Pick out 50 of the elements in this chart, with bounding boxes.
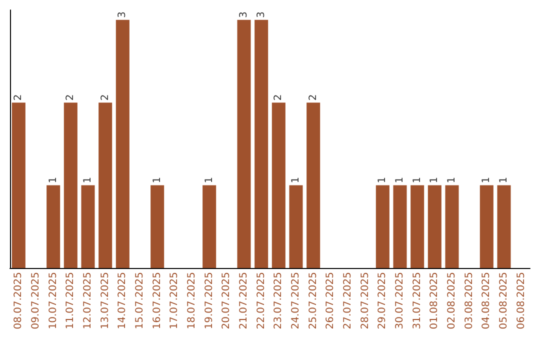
x-tick-label: 04.08.2025: [481, 272, 492, 330]
x-tick-label: 21.07.2025: [238, 272, 250, 330]
x-tick-label: 20.07.2025: [221, 272, 232, 330]
data-label: 1: [290, 176, 302, 184]
data-label: 1: [48, 176, 59, 184]
x-tick-label: 23.07.2025: [273, 272, 284, 330]
data-label: 2: [308, 94, 319, 101]
x-tick-label: 18.07.2025: [186, 272, 198, 330]
x-tick-label: 16.07.2025: [152, 272, 163, 330]
x-tick-label: 30.07.2025: [394, 272, 406, 330]
x-tick-label: 14.07.2025: [117, 272, 128, 330]
x-tick-label: 25.07.2025: [308, 272, 319, 330]
x-tick-label: 02.08.2025: [446, 272, 458, 330]
x-tick-label: 28.07.2025: [360, 272, 371, 330]
x-tick-label: 10.07.2025: [48, 272, 59, 330]
data-label: 3: [256, 12, 267, 18]
data-label: 1: [412, 176, 423, 184]
data-label: 1: [481, 176, 492, 184]
data-label: 2: [13, 94, 24, 101]
x-tick-label: 15.07.2025: [134, 272, 146, 330]
x-tick-label: 11.07.2025: [65, 272, 76, 330]
data-label: 1: [152, 176, 163, 184]
x-tick-label: 26.07.2025: [325, 272, 336, 330]
x-tick-label: 19.07.2025: [204, 272, 215, 330]
x-tick-label: 05.08.2025: [498, 272, 510, 330]
data-label: 1: [394, 176, 406, 184]
data-label: 2: [273, 94, 284, 101]
x-tick-label: 22.07.2025: [256, 272, 267, 330]
data-label: 1: [498, 176, 510, 184]
data-label: 3: [238, 12, 250, 18]
x-tick-label: 09.07.2025: [30, 272, 42, 330]
data-label: 2: [100, 94, 111, 101]
x-tick-label: 12.07.2025: [82, 272, 94, 330]
x-tick-label: 01.08.2025: [429, 272, 440, 330]
x-tick-label: 13.07.2025: [100, 272, 111, 330]
x-tick-label: 03.08.2025: [464, 272, 475, 330]
x-tick-label: 08.07.2025: [13, 272, 24, 330]
x-tick-label: 29.07.2025: [377, 272, 388, 330]
data-label: 1: [204, 176, 215, 184]
data-label: 3: [117, 12, 128, 18]
x-tick-label: 24.07.2025: [290, 272, 302, 330]
data-label: 1: [377, 176, 388, 184]
x-tick-label: 27.07.2025: [342, 272, 354, 330]
data-label: 1: [82, 176, 94, 184]
x-tick-label: 17.07.2025: [169, 272, 180, 330]
data-label: 2: [65, 94, 76, 101]
data-label: 1: [429, 176, 440, 184]
x-tick-label: 31.07.2025: [412, 272, 423, 330]
x-tick-label: 06.08.2025: [516, 272, 527, 330]
data-label: 1: [446, 176, 458, 184]
